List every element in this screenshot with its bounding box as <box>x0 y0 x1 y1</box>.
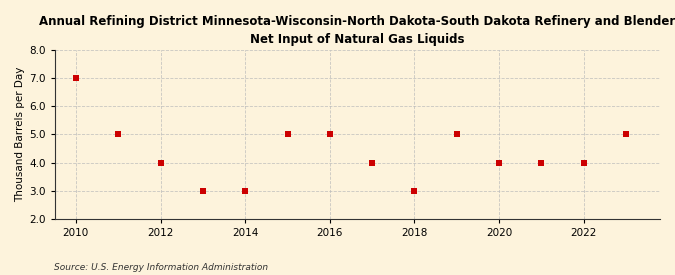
Text: Source: U.S. Energy Information Administration: Source: U.S. Energy Information Administ… <box>54 263 268 272</box>
Y-axis label: Thousand Barrels per Day: Thousand Barrels per Day <box>15 67 25 202</box>
Title: Annual Refining District Minnesota-Wisconsin-North Dakota-South Dakota Refinery : Annual Refining District Minnesota-Wisco… <box>39 15 675 46</box>
